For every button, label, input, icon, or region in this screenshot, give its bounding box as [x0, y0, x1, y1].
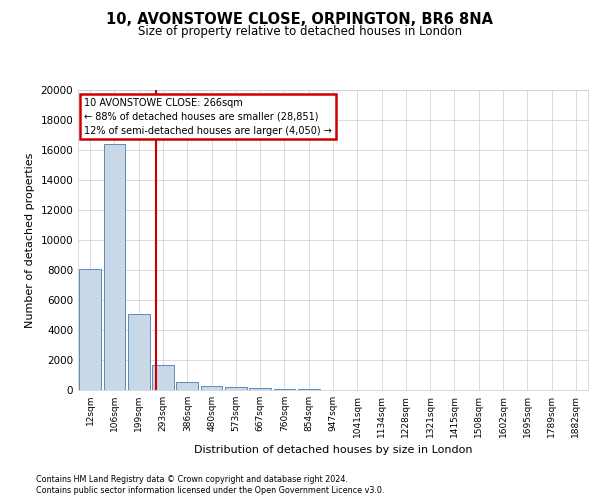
Bar [104, 144, 125, 390]
Bar [274, 388, 295, 390]
Y-axis label: Number of detached properties: Number of detached properties [25, 152, 35, 328]
Bar [152, 364, 174, 390]
Bar [200, 386, 223, 390]
X-axis label: Distribution of detached houses by size in London: Distribution of detached houses by size … [194, 446, 472, 456]
Text: 10 AVONSTOWE CLOSE: 266sqm
← 88% of detached houses are smaller (28,851)
12% of : 10 AVONSTOWE CLOSE: 266sqm ← 88% of deta… [84, 98, 332, 136]
Bar [225, 387, 247, 390]
Text: Contains public sector information licensed under the Open Government Licence v3: Contains public sector information licen… [36, 486, 385, 495]
Bar [128, 314, 149, 390]
Text: Size of property relative to detached houses in London: Size of property relative to detached ho… [138, 25, 462, 38]
Bar [298, 389, 320, 390]
Text: 10, AVONSTOWE CLOSE, ORPINGTON, BR6 8NA: 10, AVONSTOWE CLOSE, ORPINGTON, BR6 8NA [107, 12, 493, 28]
Text: Contains HM Land Registry data © Crown copyright and database right 2024.: Contains HM Land Registry data © Crown c… [36, 475, 348, 484]
Bar [176, 382, 198, 390]
Bar [79, 269, 101, 390]
Bar [249, 388, 271, 390]
